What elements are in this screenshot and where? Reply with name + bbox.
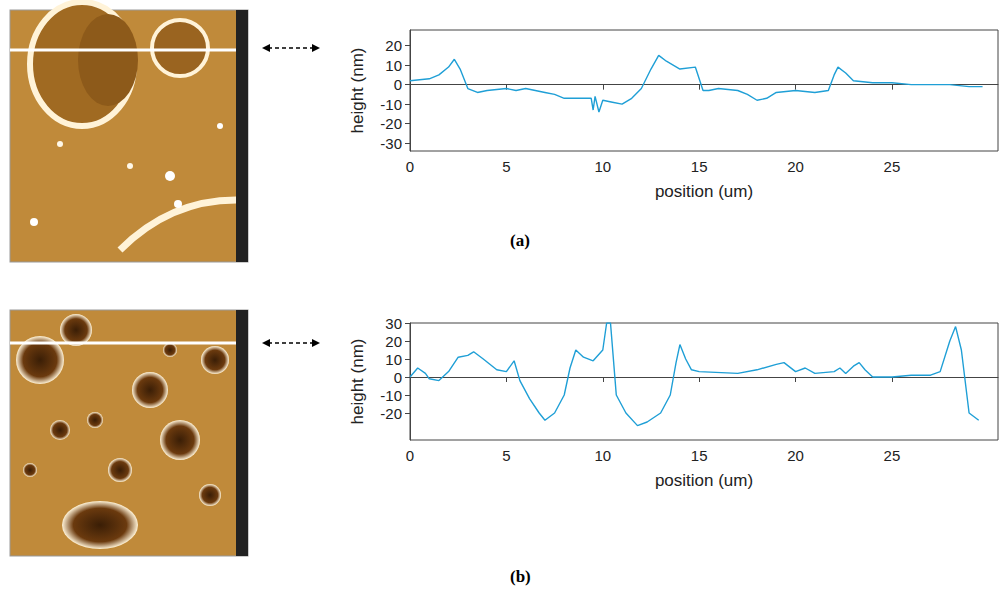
- svg-text:30: 30: [385, 315, 402, 332]
- svg-text:15: 15: [691, 447, 708, 464]
- svg-text:height (nm): height (nm): [348, 339, 367, 425]
- svg-text:25: 25: [884, 447, 901, 464]
- svg-text:-20: -20: [380, 115, 402, 132]
- svg-text:20: 20: [787, 447, 804, 464]
- svg-text:height (nm): height (nm): [348, 48, 367, 134]
- svg-text:20: 20: [787, 158, 804, 175]
- svg-text:0: 0: [394, 76, 402, 93]
- svg-text:25: 25: [884, 158, 901, 175]
- svg-text:15: 15: [691, 158, 708, 175]
- svg-text:10: 10: [385, 351, 402, 368]
- svg-text:-10: -10: [380, 96, 402, 113]
- svg-text:0: 0: [406, 447, 414, 464]
- svg-text:10: 10: [594, 158, 611, 175]
- svg-text:(b): (b): [510, 567, 531, 586]
- svg-text:-20: -20: [380, 405, 402, 422]
- svg-text:20: 20: [385, 333, 402, 350]
- svg-text:-30: -30: [380, 135, 402, 152]
- svg-text:-10: -10: [380, 387, 402, 404]
- svg-text:20: 20: [385, 37, 402, 54]
- svg-text:5: 5: [502, 447, 510, 464]
- svg-text:(a): (a): [510, 231, 530, 250]
- svg-text:0: 0: [406, 158, 414, 175]
- svg-text:5: 5: [502, 158, 510, 175]
- svg-text:10: 10: [594, 447, 611, 464]
- svg-text:position (um): position (um): [655, 471, 753, 490]
- svg-text:0: 0: [394, 369, 402, 386]
- svg-text:position (um): position (um): [655, 182, 753, 201]
- svg-text:10: 10: [385, 57, 402, 74]
